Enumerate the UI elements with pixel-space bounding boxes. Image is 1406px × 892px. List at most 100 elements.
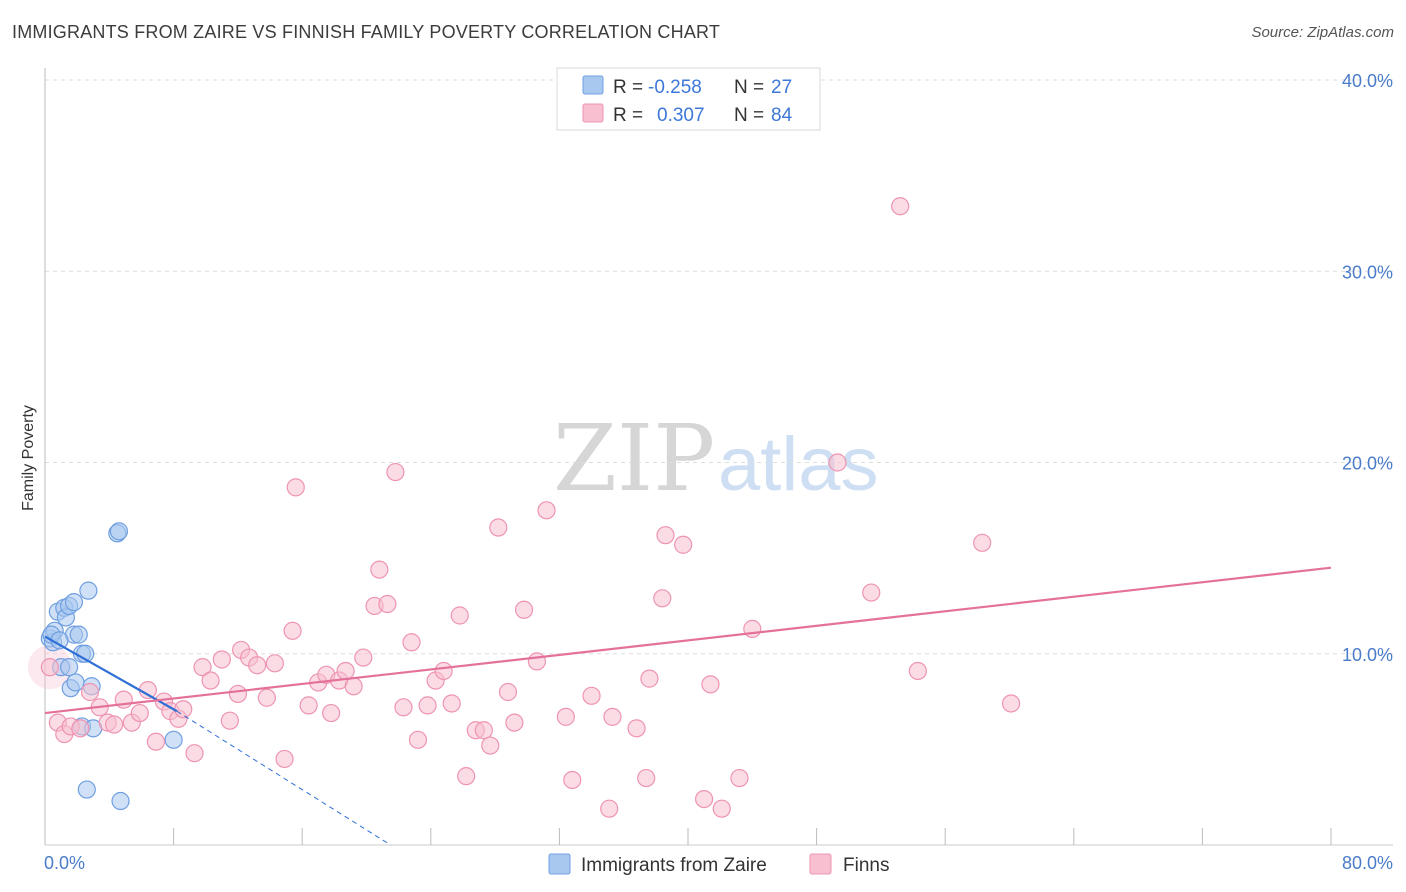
x-ticks xyxy=(173,828,1332,845)
x-tick-label-80: 80.0% xyxy=(1342,853,1393,873)
finns-point-80 xyxy=(891,197,910,216)
finns-point-17 xyxy=(174,700,193,719)
finns-point-70 xyxy=(653,589,672,608)
y-tick-label-20: 20.0% xyxy=(1342,454,1393,474)
zaire-point-24 xyxy=(111,791,130,811)
legend-r-label-pink: R = xyxy=(613,105,643,126)
finns-point-30 xyxy=(283,621,302,640)
finns-point-56 xyxy=(489,518,508,537)
finns-point-46 xyxy=(408,730,428,749)
finns-point-22 xyxy=(220,711,239,730)
finns-point-57 xyxy=(498,682,518,702)
legend: R = -0.258 N = 27 R = 0.307 N = 84 xyxy=(556,67,821,131)
finns-point-73 xyxy=(694,789,714,809)
finns-point-54 xyxy=(474,721,493,740)
finns-point-8 xyxy=(105,715,124,734)
bottom-legend-label-pink: Finns xyxy=(843,855,889,876)
finns-point-11 xyxy=(130,703,149,723)
finns-point-42 xyxy=(378,594,397,614)
legend-r-value-blue: -0.258 xyxy=(648,77,702,98)
finns-point-75 xyxy=(712,799,731,818)
grid xyxy=(45,79,1393,655)
bottom-legend-swatch-pink xyxy=(809,853,832,875)
finns-point-49 xyxy=(434,661,453,681)
zaire-point-17 xyxy=(79,581,98,600)
finns-point-0 xyxy=(40,658,59,677)
finns-point-82 xyxy=(973,533,992,552)
finns-point-28 xyxy=(265,654,284,673)
y-axis-label: Family Poverty xyxy=(20,405,37,511)
finns-point-19 xyxy=(193,658,212,677)
finns-point-62 xyxy=(556,707,575,726)
x-tick-label-0: 0.0% xyxy=(44,853,85,873)
finns-point-37 xyxy=(336,661,355,681)
zaire-point-12 xyxy=(66,673,85,692)
finns-point-26 xyxy=(248,656,267,675)
y-tick-label-30: 30.0% xyxy=(1342,262,1393,282)
finns-point-23 xyxy=(228,684,247,704)
finns-point-74 xyxy=(701,675,720,694)
legend-n-label-blue: N = xyxy=(734,77,764,98)
source-label: Source: ZipAtlas.com xyxy=(1251,24,1394,41)
bottom-legend-label-blue: Immigrants from Zaire xyxy=(581,855,767,876)
finns-point-13 xyxy=(146,732,166,751)
finns-trend-line xyxy=(44,566,1332,715)
finns-point-43 xyxy=(386,462,405,482)
y-tick-label-40: 40.0% xyxy=(1342,71,1393,91)
legend-n-value-blue: 27 xyxy=(771,77,792,98)
finns-point-50 xyxy=(442,694,461,713)
bottom-legend-swatch-blue xyxy=(548,853,571,875)
finns-point-20 xyxy=(201,671,220,690)
finns-point-41 xyxy=(370,560,389,579)
finns-point-76 xyxy=(730,768,749,788)
finns-point-81 xyxy=(908,661,927,681)
zaire-trend-extension xyxy=(176,710,391,846)
finns-point-51 xyxy=(450,606,469,625)
finns-point-78 xyxy=(828,453,847,472)
finns-point-4 xyxy=(71,719,90,738)
chart-title: IMMIGRANTS FROM ZAIRE VS FINNISH FAMILY … xyxy=(12,22,721,42)
finns-point-29 xyxy=(275,749,294,769)
legend-n-label-pink: N = xyxy=(734,105,764,126)
finns-point-21 xyxy=(212,650,231,669)
finns-point-72 xyxy=(674,535,693,554)
finns-point-58 xyxy=(505,713,524,732)
finns-point-60 xyxy=(527,652,546,671)
finns-point-39 xyxy=(354,648,373,667)
finns-point-61 xyxy=(537,501,556,520)
finns-point-83 xyxy=(1002,694,1021,713)
finns-point-64 xyxy=(582,686,601,705)
zaire-point-10 xyxy=(64,593,84,612)
finns-point-47 xyxy=(418,696,437,715)
finns-point-44 xyxy=(394,698,413,717)
zaire-point-13 xyxy=(69,625,88,644)
zaire-point-22 xyxy=(164,730,183,749)
finns-point-45 xyxy=(402,633,421,652)
finns-point-38 xyxy=(344,677,363,696)
finns-point-68 xyxy=(637,768,656,788)
finns-point-18 xyxy=(185,744,204,763)
zaire-point-23 xyxy=(77,780,96,799)
legend-r-value-pink: 0.307 xyxy=(657,105,705,126)
finns-point-52 xyxy=(457,767,476,786)
watermark-atlas: atlas xyxy=(718,422,879,507)
finns-point-31 xyxy=(286,478,305,497)
zaire-point-8 xyxy=(60,658,79,677)
finns-point-67 xyxy=(627,719,646,738)
finns-point-63 xyxy=(563,770,582,790)
finns-point-55 xyxy=(481,736,500,755)
finns-point-27 xyxy=(257,688,276,707)
finns-point-65 xyxy=(600,799,619,818)
finns-point-35 xyxy=(322,703,341,723)
legend-swatch-blue xyxy=(582,75,604,95)
finns-point-32 xyxy=(299,696,318,715)
zaire-trend-line xyxy=(44,635,178,713)
zaire-point-21 xyxy=(109,522,129,541)
bottom-legend: Immigrants from Zaire Finns xyxy=(548,853,889,876)
legend-n-value-pink: 84 xyxy=(771,105,793,126)
watermark-zip: ZIP xyxy=(553,405,715,512)
finns-point-66 xyxy=(603,707,622,726)
finns-point-59 xyxy=(514,600,534,619)
legend-swatch-pink xyxy=(582,103,604,123)
